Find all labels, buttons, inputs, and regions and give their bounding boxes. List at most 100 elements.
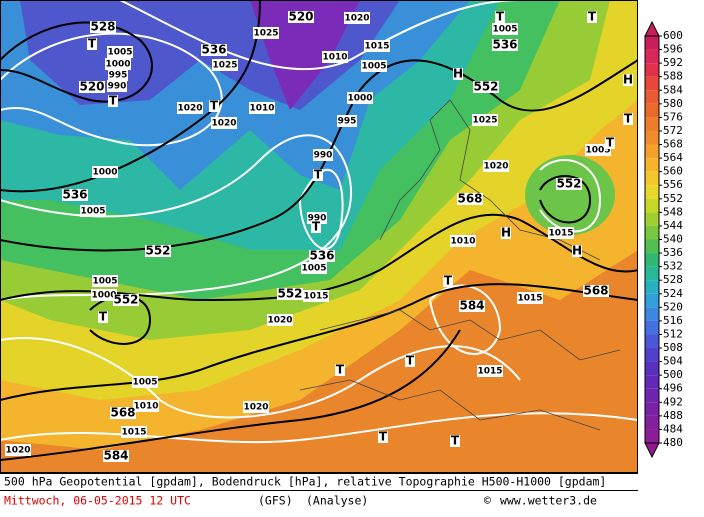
map-label: 1015 (548, 229, 573, 239)
map-label: H (572, 244, 582, 258)
map-label: 568 (110, 406, 135, 420)
colorbar-band (645, 348, 659, 362)
label-box (79, 81, 105, 93)
map-label: 1015 (121, 428, 146, 438)
label-box (453, 68, 463, 80)
label-box (62, 189, 88, 201)
map-label: 1005 (492, 25, 517, 35)
colorbar-band (645, 63, 659, 77)
label-box (477, 365, 503, 377)
coastlines (299, 99, 621, 431)
colorbar-band (645, 185, 659, 199)
map-label: 1005 (361, 62, 386, 72)
colorbar-label: 504 (663, 355, 683, 368)
map-label: T (109, 94, 118, 108)
map-label: 1000 (91, 291, 116, 301)
map-label: 990 (108, 82, 127, 92)
colorbar-arrow (644, 442, 660, 459)
map-label: H (501, 226, 511, 240)
label-box (450, 435, 460, 447)
map-label: 1005 (92, 277, 117, 287)
label-box (585, 144, 611, 156)
map-label: 528 (90, 20, 115, 34)
colorbar-label: 484 (663, 422, 683, 435)
map-label: 1020 (5, 446, 30, 456)
colorbar-band (645, 49, 659, 64)
map-label: T (444, 274, 453, 288)
map-label: 1000 (347, 94, 372, 104)
map-label: 568 (457, 192, 482, 206)
map-label: 1020 (211, 119, 236, 129)
colorbar-band (645, 320, 659, 335)
colorbar-band (645, 158, 659, 172)
map-label: 520 (79, 80, 104, 94)
map-label: 1005 (585, 146, 610, 156)
label-box (211, 117, 237, 129)
label-box (378, 431, 388, 443)
label-box (483, 160, 509, 172)
map-label: 1020 (267, 316, 292, 326)
colorbar-band (645, 225, 659, 240)
label-box (177, 102, 203, 114)
label-box (492, 39, 518, 51)
map-label: T (588, 10, 597, 24)
footer-date: Mittwoch, 06-05-2015 12 UTC (4, 494, 191, 508)
map-label: 1020 (344, 14, 369, 24)
map-label: 536 (492, 38, 517, 52)
map-label: 568 (583, 284, 608, 298)
map-label: T (624, 112, 633, 126)
map-label: H (623, 73, 633, 87)
label-box (337, 115, 357, 127)
footer-site: www.wetter3.de (500, 494, 597, 508)
map-label: 520 (288, 10, 313, 24)
label-box (473, 81, 499, 93)
footer-copyright: © (484, 494, 491, 508)
map-label: 995 (109, 71, 128, 81)
label-box (313, 149, 333, 161)
map-label: 552 (113, 293, 138, 307)
label-box (108, 69, 128, 81)
label-box (457, 193, 483, 205)
colorbar-label: 548 (663, 205, 683, 218)
colorbar-label: 592 (663, 56, 683, 69)
colorbar-label: 528 (663, 273, 683, 286)
map-label: 552 (556, 177, 581, 191)
label-box (459, 300, 485, 312)
label-box (405, 355, 415, 367)
map-label: 1015 (517, 294, 542, 304)
label-box (347, 92, 373, 104)
footer-model: (GFS) (258, 494, 293, 508)
map-label: T (406, 354, 415, 368)
map-label: 1025 (253, 29, 278, 39)
label-box (201, 44, 227, 56)
footer-caption: 500 hPa Geopotential [gpdam], Bodendruck… (4, 475, 606, 489)
label-box (303, 290, 329, 302)
label-box (267, 314, 293, 326)
map-label: T (314, 168, 323, 182)
colorbar-band (645, 307, 659, 321)
colorbar-label: 564 (663, 151, 683, 164)
colorbar-label: 512 (663, 327, 683, 340)
map-label: H (453, 67, 463, 81)
map-label: T (99, 310, 108, 324)
colorbar-label: 576 (663, 110, 683, 123)
label-box (98, 311, 108, 323)
colorbar-band (645, 429, 659, 443)
map-label: 1000 (92, 168, 117, 178)
label-box (443, 275, 453, 287)
colorbar-label: 532 (663, 260, 683, 273)
colorbar-band (645, 130, 659, 145)
label-box (572, 245, 582, 257)
map-label: T (312, 220, 321, 234)
label-box (344, 12, 370, 24)
colorbar-label: 540 (663, 233, 683, 246)
label-box (110, 407, 136, 419)
map-label: 1005 (132, 378, 157, 388)
colorbar-band (645, 212, 659, 226)
colorbar-band (645, 103, 659, 118)
label-box (209, 100, 219, 112)
label-box (361, 60, 387, 72)
colorbar-label: 572 (663, 124, 683, 137)
